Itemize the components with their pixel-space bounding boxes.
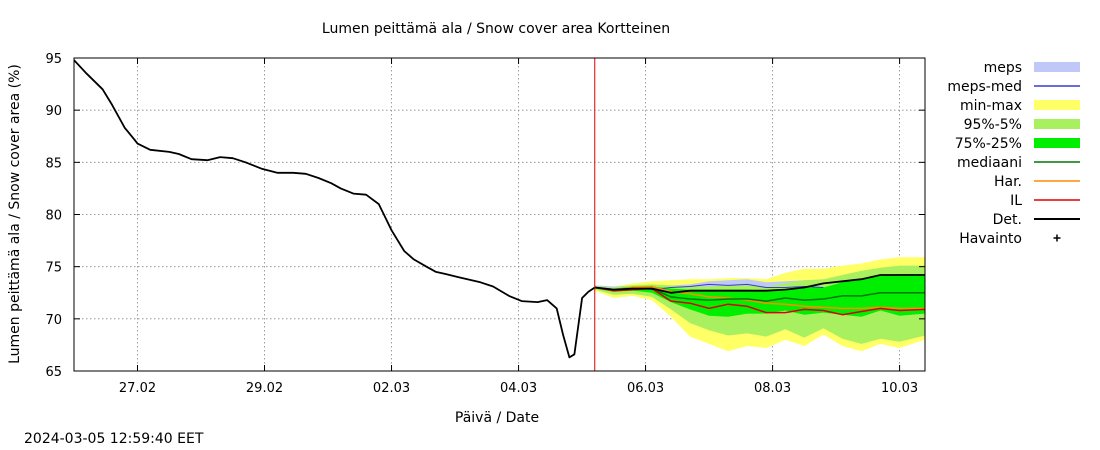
legend-swatch-minmax bbox=[1034, 100, 1080, 110]
chart-title: Lumen peittämä ala / Snow cover area Kor… bbox=[322, 21, 670, 37]
x-tick-label: 27.02 bbox=[119, 381, 156, 396]
legend-swatch-p95-5 bbox=[1034, 119, 1080, 129]
legend-label-meps: meps bbox=[984, 60, 1022, 76]
y-tick-label: 65 bbox=[45, 365, 62, 380]
det-forecast-line bbox=[594, 274, 925, 294]
y-tick-label: 90 bbox=[45, 104, 62, 119]
p75-25-band bbox=[594, 274, 925, 317]
axes: 65 70 75 80 85 90 95 27.02 29.02 02.03 04.03 06.03 0… bbox=[45, 52, 926, 396]
y-axis-label: Lumen peittämä ala / Snow cover area (%) bbox=[7, 64, 23, 364]
x-tick-label: 06.03 bbox=[627, 381, 664, 396]
legend-label-det: Det. bbox=[993, 212, 1022, 228]
legend-swatch-meps bbox=[1034, 62, 1080, 72]
legend-label-meps-med: meps-med bbox=[947, 79, 1022, 95]
legend-label-minmax: min-max bbox=[960, 98, 1022, 114]
x-axis-label: Päivä / Date bbox=[455, 410, 539, 426]
x-tick-label: 29.02 bbox=[246, 381, 283, 396]
plot-area bbox=[74, 58, 925, 371]
legend-label-p75-25: 75%-25% bbox=[955, 136, 1022, 152]
x-tick-label: 08.03 bbox=[754, 381, 791, 396]
y-tick-label: 75 bbox=[45, 261, 62, 276]
legend-label-mediaani: mediaani bbox=[957, 155, 1022, 171]
y-tick-label: 95 bbox=[45, 52, 62, 67]
y-tick-label: 80 bbox=[45, 209, 62, 224]
x-tick-label: 10.03 bbox=[881, 381, 918, 396]
det-observed-line bbox=[74, 59, 596, 359]
timestamp: 2024-03-05 12:59:40 EET bbox=[24, 431, 204, 447]
x-tick-label: 04.03 bbox=[500, 381, 537, 396]
legend-marker-havainto bbox=[1053, 234, 1061, 242]
legend-swatch-p75-25 bbox=[1034, 138, 1080, 148]
legend-label-p95-5: 95%-5% bbox=[964, 117, 1022, 133]
legend: meps meps-med min-max 95%-5% 75%-25% mediaani… bbox=[947, 60, 1080, 247]
legend-label-havainto: Havainto bbox=[959, 231, 1022, 247]
legend-label-il: IL bbox=[1010, 193, 1022, 209]
y-tick-label: 70 bbox=[45, 313, 62, 328]
legend-label-har: Har. bbox=[994, 174, 1022, 190]
x-tick-label: 02.03 bbox=[373, 381, 410, 396]
har-line bbox=[594, 285, 925, 310]
y-tick-label: 85 bbox=[45, 156, 62, 171]
